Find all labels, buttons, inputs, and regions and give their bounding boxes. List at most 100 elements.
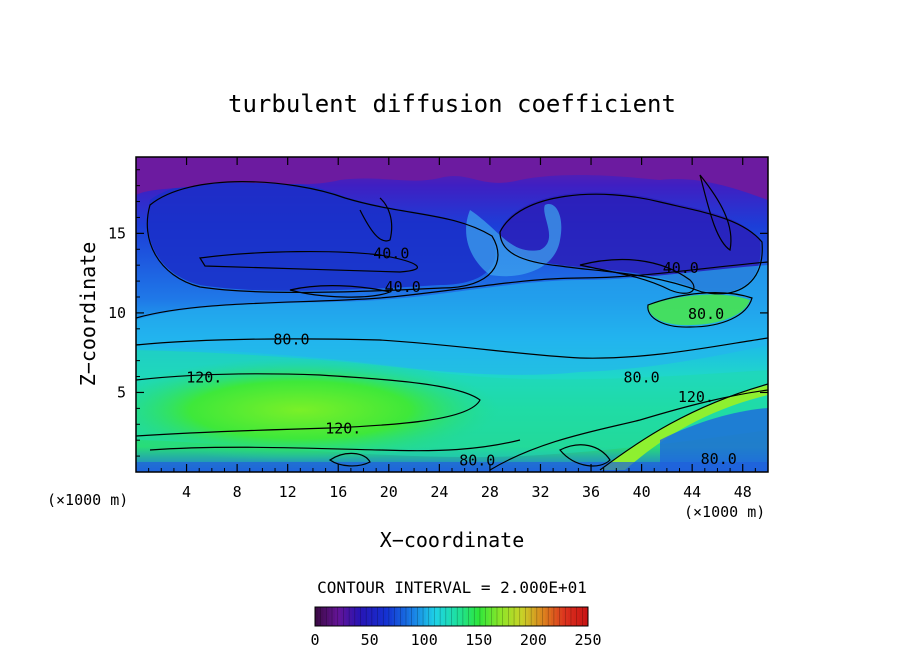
contour-line [647,292,753,328]
field-rising-plume [466,204,562,277]
y-axis: 5 10 15 [108,169,768,457]
colorbar-swatch [462,607,467,626]
contour-label: 120. [678,388,714,406]
colorbar-swatch [417,607,421,626]
colorbar-swatch [317,607,322,626]
colorbar-swatch [519,607,523,626]
contour-line [149,439,521,452]
contour-label: 120. [325,420,361,438]
colorbar-swatch [434,607,438,626]
field-streak [600,385,768,470]
colorbar-swatch [371,607,376,626]
colorbar-swatch [397,607,401,626]
colorbar-swatch [442,607,447,626]
colorbar-swatch [514,607,518,626]
contour-line [579,258,695,294]
colorbar-swatch [460,607,464,626]
colorbar-swatch [465,607,469,626]
contour-label: 80.0 [688,305,724,323]
colorbar-swatch [329,607,333,626]
colorbar-swatch [394,607,398,626]
colorbar-swatch [573,607,578,626]
x-tick-label: 28 [481,483,499,501]
colorbar-swatch [539,607,543,626]
colorbar-swatch [565,607,569,626]
colorbar-swatch [542,607,546,626]
colorbar-swatch [406,607,410,626]
contour-line [599,383,768,471]
contour-line [198,250,419,273]
colorbar-swatch [423,607,427,626]
colorbar-swatch [499,607,504,626]
colorbar-swatch [349,607,353,626]
contour-line [328,452,371,467]
colorbar-swatch [369,607,373,626]
colorbar-swatch [562,607,566,626]
contour-label: 40.0 [373,245,409,263]
x-tick-label: 12 [279,483,297,501]
colorbar-swatch [386,607,390,626]
x-tick-label: 4 [182,483,191,501]
colorbar-swatch [468,607,472,626]
field-mid-band [136,265,768,375]
colorbar-swatch [579,607,583,626]
colorbar-swatch [403,607,407,626]
contour-line [136,373,481,437]
colorbar-swatch [408,607,413,626]
field-top-band [136,157,768,200]
colorbar-swatch [548,607,552,626]
colorbar-swatch [568,607,572,626]
contour-labels: 40.0 40.0 40.0 80.0 80.0 80.0 80.0 80.0 120. 120.… [186,245,737,470]
colorbar-swatch [343,607,347,626]
contour-label: 40.0 [663,259,699,277]
colorbar-swatch [454,607,458,626]
colorbar-swatch [360,607,364,626]
contour-line [699,174,732,251]
colorbar-tick-label: 0 [310,631,319,649]
colorbar-frame [314,606,589,627]
colorbar-swatch [377,607,381,626]
contour-label: 40.0 [385,278,421,296]
colorbar-swatch [528,607,532,626]
x-tick-label: 8 [233,483,242,501]
colorbar-swatch [502,607,506,626]
colorbar-swatch [508,607,512,626]
x-tick-label: 44 [683,483,701,501]
x-tick-label: 16 [329,483,347,501]
x-unit-left: (×1000 m) [47,491,128,509]
colorbar-tick-label: 150 [465,631,492,649]
colorbar-swatch [505,607,509,626]
contour-lines [136,174,768,471]
x-tick-label: 48 [734,483,752,501]
colorbar-swatch [425,607,430,626]
colorbar-swatch [400,607,404,626]
colorbar-swatch [374,607,378,626]
colorbar-swatch [525,607,529,626]
colorbar-swatch [556,607,560,626]
y-axis-label: Z−coordinate [76,242,100,387]
colorbar-swatch [354,607,359,626]
colorbar-swatch [414,607,418,626]
heatmap-field [136,157,768,472]
colorbar-swatch [497,607,501,626]
x-axis-label: X−coordinate [380,528,525,552]
field-blue-bottom-right [660,408,768,472]
colorbar-swatch [431,607,435,626]
colorbar-swatch [346,607,350,626]
y-tick-label: 15 [108,224,126,242]
colorbar-swatch [323,607,327,626]
x-unit-right: (×1000 m) [684,503,765,521]
colorbar-swatch [536,607,541,626]
colorbar-swatch [320,607,324,626]
colorbar-swatch [366,607,370,626]
colorbar-swatch [428,607,432,626]
colorbar-swatch [437,607,441,626]
colorbar-swatch [388,607,393,626]
x-axis: 4 8 12 16 20 24 28 32 36 40 44 48 [148,157,756,501]
colorbar-swatch [545,607,549,626]
colorbar-tick-label: 100 [411,631,438,649]
contour-line [359,197,393,242]
field-green-core [136,358,500,462]
contour-line [136,261,768,319]
